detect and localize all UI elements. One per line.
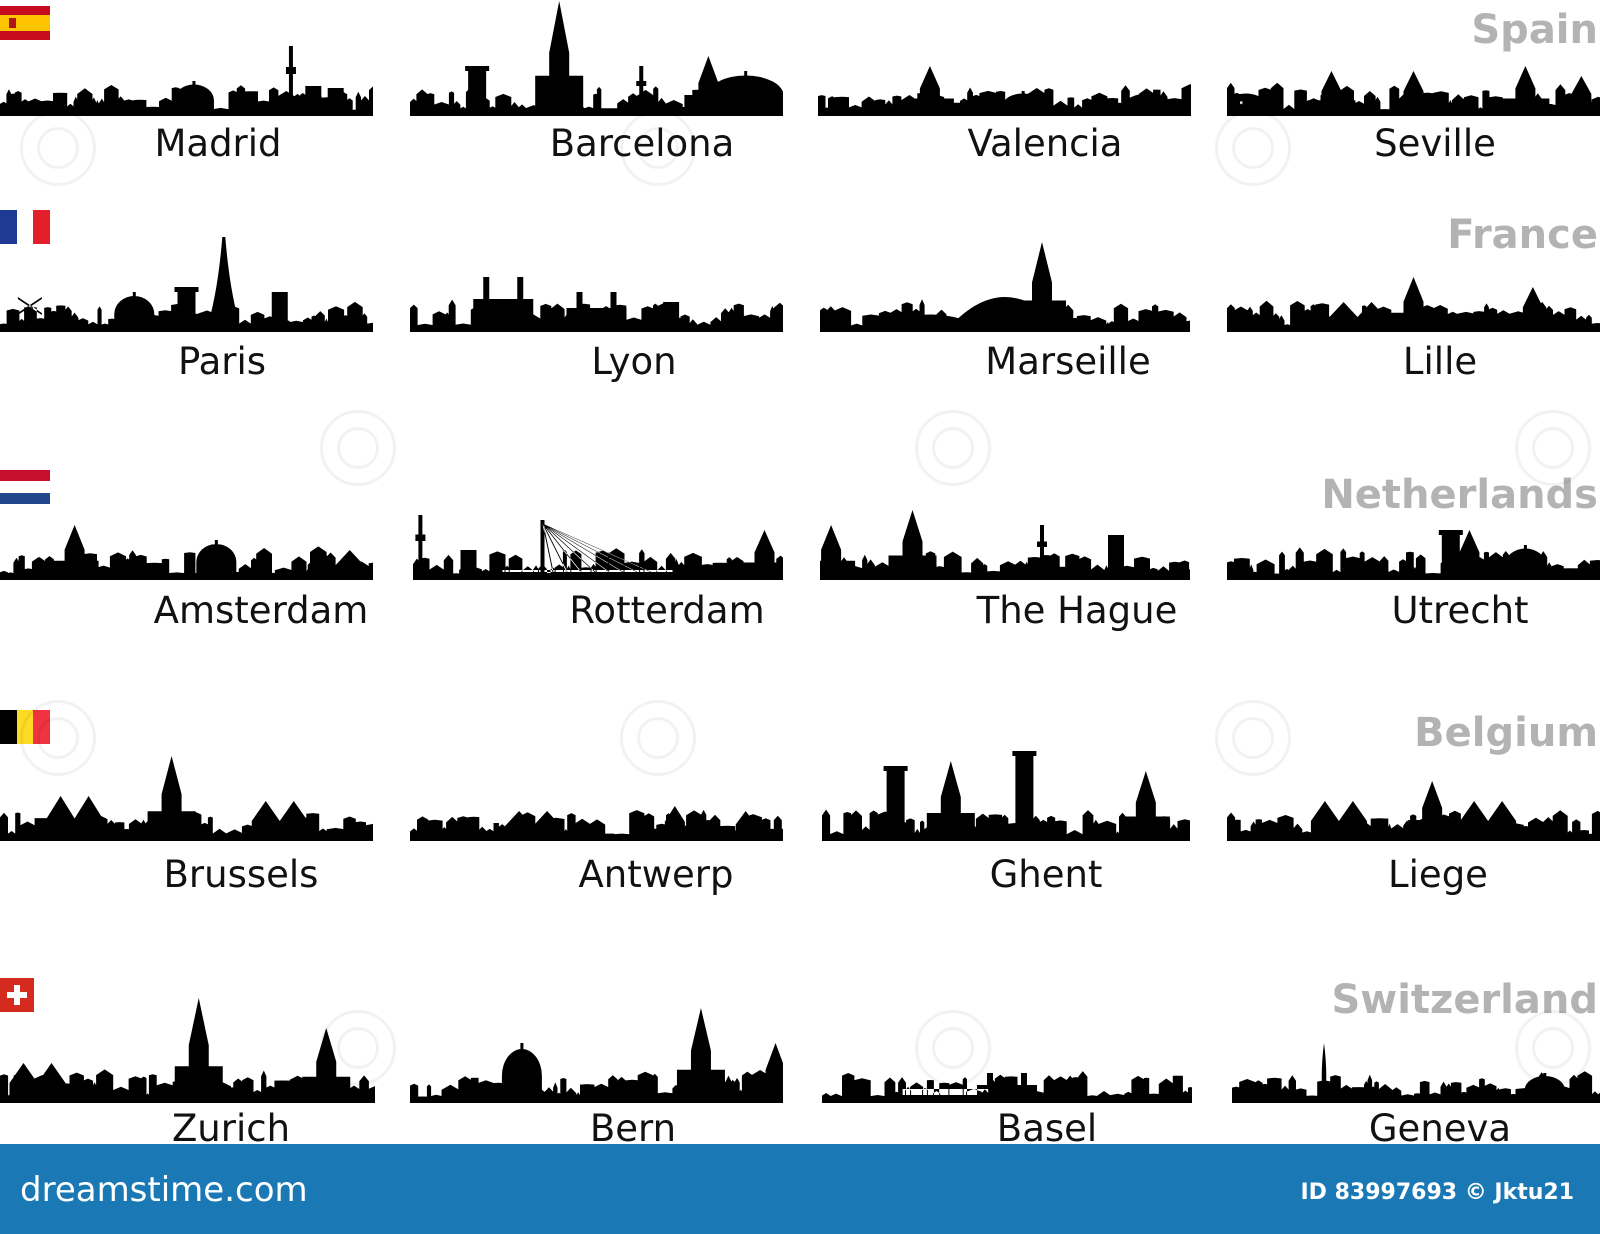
france-flag-icon [0, 210, 50, 244]
city-label-liege: Liege [1388, 853, 1488, 896]
city-label-lille: Lille [1402, 340, 1478, 383]
watermark-icon [620, 700, 696, 776]
city-label-bern: Bern [589, 1107, 677, 1150]
skyline-silhouette [818, 66, 1191, 116]
skyline-silhouette [822, 1071, 1192, 1103]
netherlands-flag-icon [0, 470, 50, 504]
watermark-icon [20, 110, 96, 186]
watermark-icon [1215, 110, 1291, 186]
city-label-ghent: Ghent [989, 853, 1103, 896]
skyline-zurich [0, 975, 375, 1105]
watermark-icon [1515, 410, 1591, 486]
skyline-brussels [0, 713, 373, 843]
footer-bar: dreamstime.com ID 83997693 © Jktu21 [0, 1144, 1600, 1234]
city-label-marseille: Marseille [985, 340, 1151, 383]
skyline-shape [1227, 66, 1600, 116]
country-label-france: France [1447, 212, 1598, 258]
city-label-utrecht: Utrecht [1391, 589, 1529, 632]
skyline-shape [410, 1, 783, 116]
skyline-shape [818, 66, 1191, 116]
skyline-shape [820, 242, 1190, 332]
skyline-amsterdam [0, 452, 373, 582]
skyline-the-hague [820, 452, 1190, 582]
skyline-silhouette [413, 515, 783, 580]
city-label-amsterdam: Amsterdam [153, 589, 369, 632]
skyline-shape [0, 237, 373, 332]
skyline-silhouette [0, 998, 375, 1103]
city-label-barcelona: Barcelona [549, 122, 735, 165]
country-label-spain: Spain [1471, 7, 1598, 53]
skyline-bern [410, 975, 783, 1105]
skyline-shape [822, 751, 1190, 841]
spain-flag-icon [0, 6, 50, 40]
skyline-rotterdam [413, 452, 783, 582]
skyline-silhouette [1227, 530, 1600, 580]
city-label-lyon: Lyon [591, 340, 677, 383]
skyline-silhouette [410, 1008, 783, 1103]
skyline-shape [0, 525, 373, 580]
skyline-silhouette [1227, 781, 1600, 841]
skyline-ghent [822, 713, 1190, 843]
city-label-geneva: Geneva [1368, 1107, 1512, 1150]
city-label-madrid: Madrid [154, 122, 282, 165]
skyline-silhouette [1232, 1043, 1600, 1103]
city-label-paris: Paris [177, 340, 267, 383]
country-label-belgium: Belgium [1414, 710, 1598, 756]
skyline-silhouette [0, 237, 373, 332]
skyline-silhouette [410, 277, 783, 332]
skyline-silhouette [0, 46, 373, 116]
skyline-silhouette [0, 756, 373, 841]
skyline-marseille [820, 204, 1190, 334]
skyline-lyon [410, 204, 783, 334]
skyline-valencia [818, 0, 1191, 118]
watermark-icon [1215, 700, 1291, 776]
skyline-silhouette [820, 510, 1190, 580]
skyline-silhouette [410, 1, 783, 116]
city-label-seville: Seville [1374, 122, 1496, 165]
skyline-shape [822, 1071, 1192, 1103]
skyline-shape [0, 756, 373, 841]
skyline-silhouette [822, 751, 1190, 841]
skyline-madrid [0, 0, 373, 118]
image-credit: ID 83997693 © Jktu21 [1300, 1180, 1575, 1205]
city-label-brussels: Brussels [163, 853, 319, 896]
brand-logo: dreamstime.com [20, 1170, 308, 1210]
switzerland-flag-icon [0, 978, 34, 1012]
skyline-shape [1227, 277, 1600, 332]
watermark-icon [20, 700, 96, 776]
city-label-rotterdam: Rotterdam [569, 589, 765, 632]
skyline-barcelona [410, 0, 783, 118]
skyline-shape [820, 510, 1190, 580]
skyline-geneva [1232, 975, 1600, 1105]
skyline-paris [0, 204, 373, 334]
skyline-shape [410, 806, 783, 841]
skyline-shape [1227, 781, 1600, 841]
skyline-silhouette [410, 806, 783, 841]
skyline-shape [410, 1008, 783, 1103]
city-label-the-hague: The Hague [976, 589, 1178, 632]
skyline-shape [1232, 1043, 1600, 1103]
watermark-icon [320, 410, 396, 486]
skyline-antwerp [410, 713, 783, 843]
skyline-shape [410, 277, 783, 332]
skyline-silhouette [1227, 66, 1600, 116]
city-label-basel: Basel [996, 1107, 1098, 1150]
city-label-antwerp: Antwerp [578, 853, 734, 896]
skyline-utrecht [1227, 452, 1600, 582]
skyline-shape [1227, 530, 1600, 580]
skyline-silhouette [0, 525, 373, 580]
skyline-liege [1227, 713, 1600, 843]
watermark-icon [915, 410, 991, 486]
city-label-valencia: Valencia [967, 122, 1123, 165]
skyline-basel [822, 975, 1192, 1105]
skyline-shape [413, 515, 783, 580]
skyline-shape [0, 998, 375, 1103]
skyline-silhouette [820, 242, 1190, 332]
skyline-silhouette [1227, 277, 1600, 332]
skyline-shape [0, 46, 373, 116]
skyline-seville [1227, 0, 1600, 118]
city-label-zurich: Zurich [171, 1107, 291, 1150]
skyline-lille [1227, 204, 1600, 334]
